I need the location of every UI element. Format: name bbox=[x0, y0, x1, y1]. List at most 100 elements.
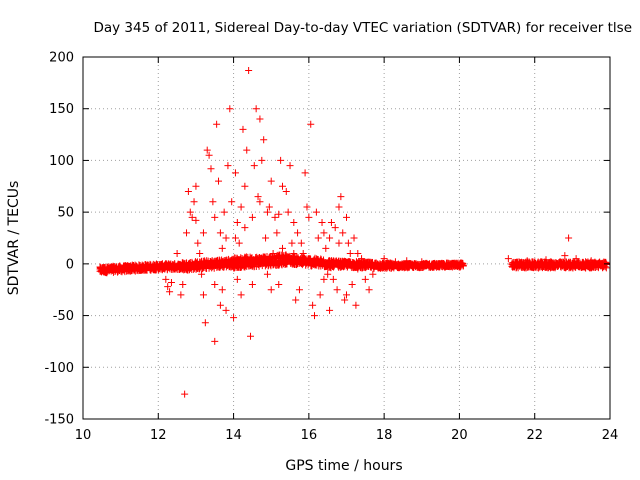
data-point bbox=[333, 286, 341, 294]
data-point bbox=[602, 261, 610, 269]
data-point bbox=[369, 270, 377, 278]
data-point bbox=[241, 224, 249, 232]
y-axis-label: SDTVAR / TECUs bbox=[6, 181, 22, 296]
x-tick-label: 14 bbox=[225, 428, 242, 443]
data-point bbox=[194, 239, 202, 247]
data-point bbox=[352, 301, 360, 309]
data-point bbox=[220, 208, 228, 216]
data-point bbox=[254, 193, 262, 201]
data-point bbox=[346, 250, 354, 258]
data-point bbox=[186, 208, 194, 216]
data-point bbox=[309, 301, 317, 309]
data-point bbox=[222, 306, 230, 314]
data-point bbox=[209, 198, 217, 206]
data-point bbox=[256, 115, 264, 123]
data-point bbox=[267, 177, 275, 185]
x-axis-label: GPS time / hours bbox=[285, 458, 402, 474]
data-point bbox=[307, 120, 315, 128]
data-point bbox=[348, 281, 356, 289]
grid-lines bbox=[83, 57, 610, 419]
x-tick-label: 20 bbox=[451, 428, 468, 443]
y-tick-label: 150 bbox=[49, 102, 74, 117]
data-point bbox=[175, 265, 183, 273]
data-point bbox=[326, 306, 334, 314]
data-point bbox=[279, 244, 287, 252]
x-tick-label: 12 bbox=[150, 428, 167, 443]
x-tick-label: 22 bbox=[526, 428, 543, 443]
data-point bbox=[290, 250, 298, 258]
data-point bbox=[248, 213, 256, 221]
data-point bbox=[231, 234, 239, 242]
data-point bbox=[282, 187, 290, 195]
data-point bbox=[269, 250, 277, 258]
data-point bbox=[365, 286, 373, 294]
data-point bbox=[311, 312, 319, 320]
data-point bbox=[228, 198, 236, 206]
data-point bbox=[188, 213, 196, 221]
data-point bbox=[275, 210, 283, 218]
plot-frame bbox=[82, 56, 611, 420]
data-point bbox=[184, 187, 192, 195]
data-point bbox=[267, 286, 275, 294]
data-point bbox=[241, 182, 249, 190]
data-point bbox=[162, 275, 170, 283]
data-point bbox=[297, 239, 305, 247]
data-point bbox=[324, 270, 332, 278]
y-tick-label: 200 bbox=[49, 51, 74, 66]
data-point bbox=[523, 257, 531, 265]
data-point bbox=[235, 239, 243, 247]
data-point bbox=[190, 198, 198, 206]
data-point bbox=[239, 125, 247, 133]
data-point bbox=[292, 296, 300, 304]
data-point bbox=[322, 244, 330, 252]
data-point bbox=[263, 270, 271, 278]
data-point bbox=[166, 288, 174, 296]
data-point bbox=[243, 146, 251, 154]
data-point bbox=[354, 250, 362, 258]
data-point bbox=[339, 229, 347, 237]
data-point bbox=[335, 239, 343, 247]
data-point bbox=[196, 250, 204, 258]
data-point bbox=[295, 286, 303, 294]
data-point bbox=[343, 213, 350, 221]
data-point bbox=[504, 255, 512, 263]
y-tick-label: 0 bbox=[66, 257, 74, 272]
data-point bbox=[231, 169, 239, 177]
data-point bbox=[572, 255, 580, 263]
data-point bbox=[286, 162, 294, 170]
data-point bbox=[211, 213, 219, 221]
y-tick-label: -150 bbox=[44, 413, 74, 428]
data-point bbox=[380, 255, 388, 263]
data-point bbox=[361, 275, 369, 283]
data-point bbox=[211, 337, 219, 345]
data-points bbox=[96, 66, 610, 398]
data-point bbox=[201, 319, 209, 327]
data-point bbox=[211, 281, 219, 289]
y-tick-label: 100 bbox=[49, 154, 74, 169]
data-point bbox=[245, 66, 253, 74]
data-point bbox=[331, 224, 339, 232]
data-point bbox=[207, 165, 215, 173]
x-tick-label: 16 bbox=[301, 428, 318, 443]
data-point bbox=[587, 257, 595, 265]
data-point bbox=[164, 283, 172, 291]
data-point bbox=[275, 281, 283, 289]
data-point bbox=[316, 291, 324, 299]
data-point bbox=[258, 156, 266, 164]
data-point bbox=[299, 250, 307, 258]
data-point bbox=[203, 146, 211, 154]
data-point bbox=[247, 332, 255, 340]
data-point bbox=[177, 291, 185, 299]
data-point bbox=[271, 213, 279, 221]
data-point bbox=[199, 229, 207, 237]
data-point bbox=[354, 265, 362, 273]
data-point bbox=[198, 270, 206, 278]
data-point bbox=[199, 291, 207, 299]
data-point bbox=[303, 203, 311, 211]
data-point bbox=[256, 198, 264, 206]
x-tick-label: 24 bbox=[602, 428, 619, 443]
data-point bbox=[263, 208, 271, 216]
data-point bbox=[277, 156, 285, 164]
data-point bbox=[237, 291, 245, 299]
